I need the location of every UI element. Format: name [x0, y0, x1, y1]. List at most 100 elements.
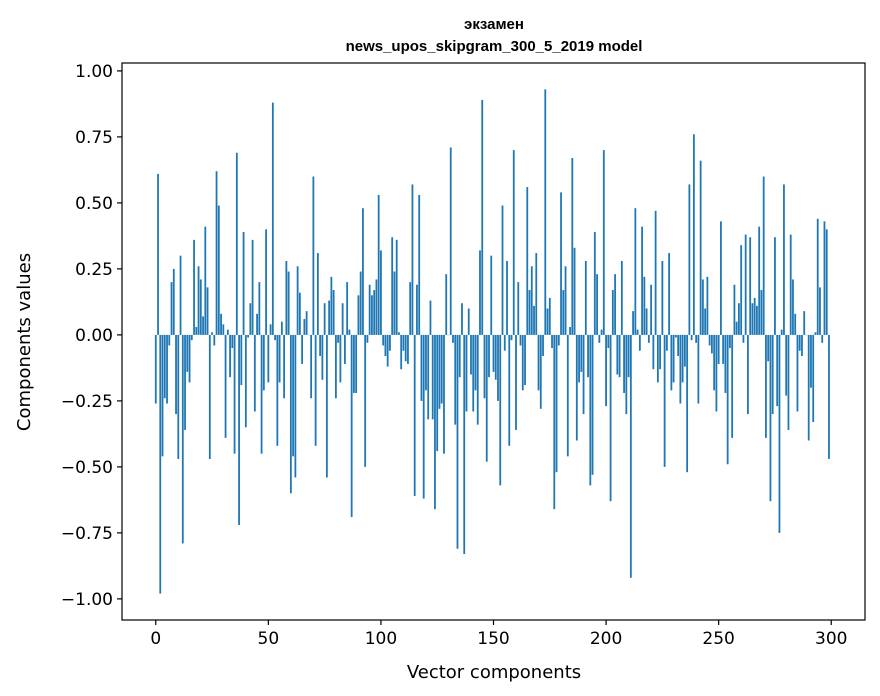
- bar: [758, 226, 761, 335]
- bar: [560, 192, 562, 335]
- bar: [305, 311, 308, 335]
- bar: [271, 102, 274, 335]
- bar: [686, 334, 689, 473]
- bar: [157, 173, 159, 335]
- x-tick-label: 200: [590, 629, 622, 649]
- bar: [530, 266, 533, 335]
- bar: [677, 334, 680, 357]
- bar: [483, 334, 486, 399]
- bar: [168, 334, 171, 346]
- bar: [679, 334, 682, 404]
- bar: [823, 221, 826, 335]
- bar: [783, 184, 785, 335]
- bar: [476, 334, 479, 425]
- bar: [244, 334, 247, 428]
- bar: [557, 334, 560, 346]
- bar: [249, 303, 252, 335]
- bar: [542, 334, 544, 357]
- bar: [159, 334, 162, 594]
- bar: [769, 334, 772, 502]
- bar: [810, 334, 812, 388]
- bar: [681, 334, 684, 383]
- bar: [461, 303, 463, 335]
- bar: [427, 334, 430, 420]
- bar: [771, 334, 774, 415]
- bar: [774, 237, 776, 335]
- bar: [382, 334, 385, 346]
- bar: [303, 319, 306, 335]
- bar: [715, 334, 718, 412]
- y-tick-label: −0.25: [61, 392, 113, 412]
- bar: [278, 334, 281, 383]
- bar: [663, 334, 666, 467]
- bar: [539, 334, 542, 409]
- bar: [166, 334, 168, 404]
- bar: [434, 334, 436, 510]
- bar: [265, 229, 267, 335]
- bar: [652, 334, 655, 370]
- bar: [778, 334, 781, 533]
- bar: [627, 334, 630, 378]
- bar: [458, 334, 461, 378]
- bar: [163, 334, 166, 399]
- bar: [497, 334, 499, 401]
- bar: [647, 334, 650, 343]
- bar: [467, 308, 470, 335]
- bar: [738, 303, 740, 335]
- bar: [643, 276, 646, 335]
- bar: [400, 334, 403, 370]
- bar: [197, 266, 200, 335]
- bar: [404, 334, 407, 362]
- bar: [380, 250, 382, 335]
- bar: [515, 334, 517, 430]
- bars-group: [154, 89, 830, 594]
- bar: [420, 334, 423, 401]
- bar: [688, 184, 691, 335]
- bar: [605, 334, 607, 407]
- bar: [452, 334, 454, 343]
- bar: [609, 334, 612, 502]
- bar: [357, 295, 360, 335]
- bar: [240, 334, 243, 386]
- bar: [494, 334, 497, 380]
- bar: [199, 279, 202, 335]
- bar: [654, 210, 657, 335]
- bar: [190, 334, 193, 341]
- bar: [756, 305, 758, 335]
- bar: [524, 334, 526, 386]
- bar: [661, 260, 664, 335]
- bar: [283, 334, 286, 399]
- bar: [713, 334, 716, 391]
- bar: [418, 194, 421, 335]
- bar: [454, 334, 457, 425]
- bar: [260, 334, 263, 454]
- bar: [346, 282, 349, 335]
- bar: [222, 324, 225, 335]
- bar: [629, 334, 632, 578]
- bar: [366, 334, 369, 343]
- bar: [690, 334, 693, 341]
- bar: [179, 255, 182, 335]
- bar: [186, 334, 189, 372]
- bar: [512, 150, 515, 335]
- bar: [747, 334, 749, 415]
- bar: [562, 290, 565, 335]
- bar: [614, 274, 616, 335]
- bar: [154, 334, 157, 404]
- bar: [546, 308, 549, 335]
- x-tick-label: 250: [702, 629, 734, 649]
- bar: [463, 334, 466, 555]
- bar: [226, 329, 229, 335]
- bar: [553, 334, 556, 510]
- bar: [276, 334, 279, 446]
- bar: [280, 321, 283, 335]
- bar: [181, 334, 184, 544]
- bar: [499, 334, 502, 486]
- bar: [706, 276, 709, 335]
- bar: [231, 334, 234, 349]
- bar: [636, 329, 639, 335]
- bar: [229, 334, 231, 378]
- bar: [526, 187, 529, 335]
- bar: [528, 290, 531, 335]
- bar: [481, 99, 484, 335]
